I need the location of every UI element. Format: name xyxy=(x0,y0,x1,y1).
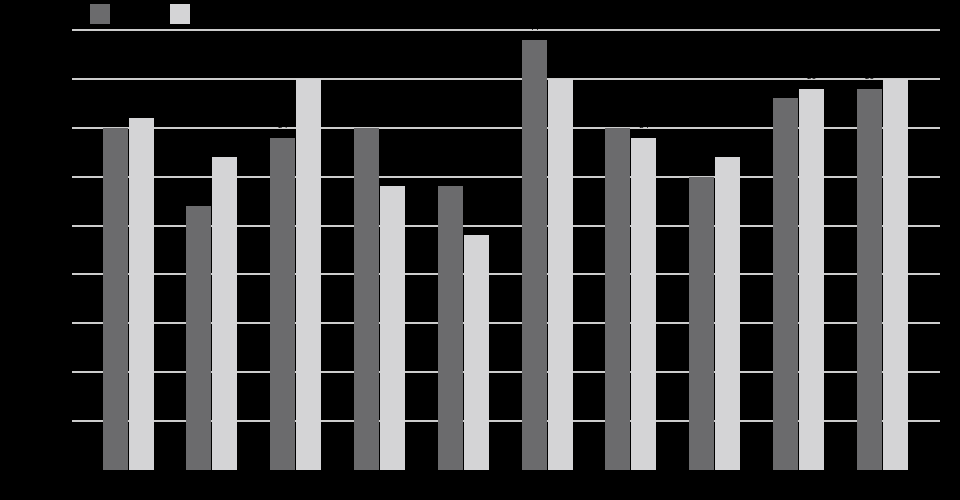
data-label-dark-gray-series-group-4: 35 xyxy=(361,109,372,120)
chart-legend xyxy=(0,0,960,30)
legend-swatch-dark xyxy=(90,4,110,24)
gridline-5 xyxy=(72,420,940,423)
data-label-dark-gray-series-group-2: 27 xyxy=(193,188,204,198)
bar-dark-gray-series-group-8 xyxy=(689,176,715,470)
bar-light-gray-series-group-10 xyxy=(882,78,908,470)
bar-dark-gray-series-group-6 xyxy=(521,39,547,470)
legend-swatch-light xyxy=(170,4,190,24)
gridline-40 xyxy=(72,77,940,80)
data-label-light-gray-series-group-7: 34 xyxy=(638,119,649,130)
data-label-light-gray-series-group-10: 40 xyxy=(890,60,901,71)
gridline-30 xyxy=(72,175,940,178)
data-label-dark-gray-series-group-10: 39 xyxy=(864,70,875,81)
gridline-20 xyxy=(72,273,940,276)
bar-dark-gray-series-group-3 xyxy=(270,137,296,470)
bar-dark-gray-series-group-4 xyxy=(353,127,379,470)
data-label-dark-gray-series-group-7: 35 xyxy=(612,109,623,120)
data-label-light-gray-series-group-3: 40 xyxy=(303,60,314,71)
bar-dark-gray-series-group-1 xyxy=(102,127,128,470)
data-label-light-gray-series-group-5: 24 xyxy=(471,217,482,228)
data-label-dark-gray-series-group-5: 29 xyxy=(445,168,456,179)
data-label-light-gray-series-group-1: 36 xyxy=(135,100,146,110)
bar-light-gray-series-group-6 xyxy=(547,78,573,470)
bar-dark-gray-series-group-10 xyxy=(856,88,882,470)
gridline-15 xyxy=(72,322,940,325)
data-label-light-gray-series-group-2: 32 xyxy=(219,139,230,150)
bar-light-gray-series-group-9 xyxy=(799,88,825,470)
bar-light-gray-series-group-4 xyxy=(379,186,405,470)
bar-light-gray-series-group-3 xyxy=(296,78,322,470)
legend-item-light xyxy=(170,4,196,24)
data-label-dark-gray-series-group-6: 44 xyxy=(529,21,540,32)
gridline-45 xyxy=(72,29,940,31)
bar-dark-gray-series-group-9 xyxy=(773,98,799,470)
data-label-dark-gray-series-group-1: 35 xyxy=(109,109,120,120)
bar-dark-gray-series-group-7 xyxy=(605,127,631,470)
data-label-light-gray-series-group-6: 40 xyxy=(555,60,566,71)
data-label-light-gray-series-group-8: 32 xyxy=(722,139,733,150)
gridline-25 xyxy=(72,224,940,227)
bar-light-gray-series-group-5 xyxy=(463,235,489,470)
bar-light-gray-series-group-1 xyxy=(128,118,154,470)
bar-dark-gray-series-group-5 xyxy=(437,186,463,470)
legend-item-dark xyxy=(90,4,116,24)
data-label-dark-gray-series-group-8: 30 xyxy=(696,158,707,169)
bar-light-gray-series-group-7 xyxy=(631,137,657,470)
data-label-light-gray-series-group-9: 39 xyxy=(806,70,817,81)
bar-light-gray-series-group-8 xyxy=(715,157,741,470)
data-label-light-gray-series-group-4: 29 xyxy=(387,168,398,179)
gridline-10 xyxy=(72,371,940,374)
data-label-dark-gray-series-group-9: 38 xyxy=(780,80,791,91)
bar-light-gray-series-group-2 xyxy=(212,157,238,470)
bar-dark-gray-series-group-2 xyxy=(186,206,212,470)
gridline-35 xyxy=(72,126,940,129)
data-label-dark-gray-series-group-3: 34 xyxy=(277,119,288,130)
